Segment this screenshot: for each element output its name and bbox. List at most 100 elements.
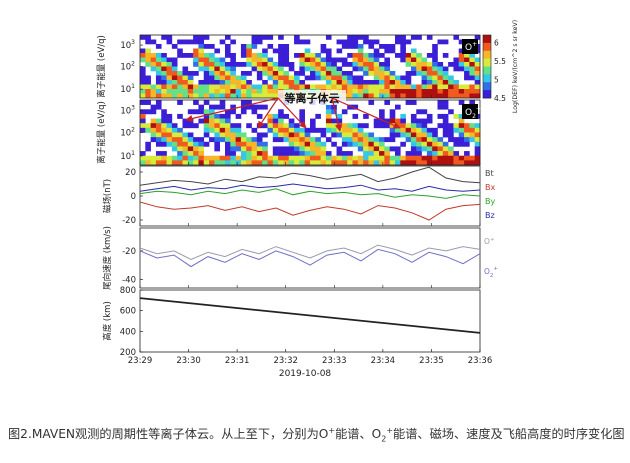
spectrogram-cell xyxy=(187,137,194,143)
spectrogram-cell xyxy=(310,71,316,76)
spectrogram-cell xyxy=(405,57,412,63)
spectrogram-cell xyxy=(325,53,332,58)
spectrogram-cell xyxy=(352,123,359,129)
spectrogram-cell xyxy=(310,84,316,90)
spectrogram-cell xyxy=(315,66,321,72)
spectrogram-cell xyxy=(331,118,337,124)
spectrogram-cell xyxy=(310,160,316,166)
spectrogram-cell xyxy=(357,66,364,72)
spectrogram-cell xyxy=(442,123,449,129)
spectrogram-cell xyxy=(341,132,348,138)
spectrogram-cell xyxy=(219,127,226,133)
spectrogram-cell xyxy=(198,109,205,115)
spectrogram-cell xyxy=(299,66,305,72)
spectrogram-cell xyxy=(320,75,327,81)
spectrogram-cell xyxy=(373,53,380,58)
spectrogram-cell xyxy=(187,71,194,76)
spectrogram-cell xyxy=(267,57,274,63)
spectrogram-cell xyxy=(267,84,274,90)
spectrogram-cell xyxy=(214,141,220,147)
spectrogram-cell xyxy=(140,100,146,105)
spectrogram-cell xyxy=(225,84,231,90)
spectrogram-cell xyxy=(283,57,290,63)
spectrogram-cell xyxy=(357,123,364,129)
spectrogram-cell xyxy=(193,48,199,54)
spectrogram-cell xyxy=(474,71,481,76)
y-tick-exponent: 1 xyxy=(131,150,135,157)
spectrogram-cell xyxy=(246,137,252,143)
spectrogram-cell xyxy=(464,62,470,67)
spectrogram-cell xyxy=(389,137,396,143)
spectrogram-cell xyxy=(373,151,380,157)
spectrogram-cell xyxy=(294,151,300,157)
spectrogram-cell xyxy=(209,160,215,166)
spectrogram-cell xyxy=(347,132,353,138)
spectrogram-cell xyxy=(304,132,311,138)
spectrogram-cell xyxy=(219,132,226,138)
spectrogram-cell xyxy=(145,57,151,63)
spectrogram-cell xyxy=(416,155,422,161)
spectrogram-cell xyxy=(405,127,412,133)
spectrogram-cell xyxy=(166,141,173,147)
spectrogram-cell xyxy=(177,141,183,147)
spectrogram-cell xyxy=(421,127,428,133)
spectrogram-cell xyxy=(203,132,210,138)
spectrogram-cell xyxy=(219,93,226,99)
spectrogram-cell xyxy=(225,127,231,133)
spectrogram-cell xyxy=(448,62,454,67)
species-badge-sub: 2 xyxy=(472,113,476,120)
spectrogram-cell xyxy=(203,35,210,40)
spectrogram-cell xyxy=(389,84,396,90)
spectrogram-cell xyxy=(389,44,396,49)
spectrogram-cell xyxy=(325,62,332,67)
spectrogram-cell xyxy=(251,62,258,67)
spectrogram-cell xyxy=(235,80,242,85)
spectrogram-cell xyxy=(347,151,353,157)
spectrogram-cell xyxy=(214,127,220,133)
y-tick-exponent: 3 xyxy=(131,104,135,111)
spectrogram-cell xyxy=(341,109,348,115)
spectrogram-cell xyxy=(219,80,226,85)
spectrogram-cell xyxy=(395,146,401,152)
species-badge-sup: + xyxy=(472,41,477,48)
spectrogram-cell xyxy=(464,84,470,90)
spectrogram-cell xyxy=(310,137,316,143)
spectrogram-cell xyxy=(198,155,205,161)
spectrogram-cell xyxy=(310,75,316,81)
spectrogram-cell xyxy=(320,57,327,63)
spectrogram-cell xyxy=(256,35,263,40)
spectrogram-cell xyxy=(251,35,258,40)
spectrogram-cell xyxy=(219,89,226,94)
spectrogram-cell xyxy=(437,93,444,99)
spectrogram-cell xyxy=(416,66,422,72)
spectrogram-cell xyxy=(166,80,173,85)
series-line-o2plus xyxy=(139,248,481,268)
spectrogram-cell xyxy=(410,66,417,72)
spectrogram-cell xyxy=(432,62,438,67)
spectrogram-cell xyxy=(251,89,258,94)
spectrogram-cell xyxy=(347,35,353,40)
spectrogram-cell xyxy=(177,80,183,85)
spectrogram-cell xyxy=(235,137,242,143)
spectrogram-cell xyxy=(363,53,369,58)
spectrogram-cell xyxy=(416,146,422,152)
spectrogram-cell xyxy=(145,53,151,58)
spectrogram-cell xyxy=(267,66,274,72)
spectrogram-cell xyxy=(304,146,311,152)
colorbar-swatch xyxy=(483,82,491,91)
spectrogram-cell xyxy=(448,155,454,161)
spectrogram-cell xyxy=(240,62,247,67)
spectrogram-cell xyxy=(336,113,343,119)
spectrogram-cell xyxy=(357,93,364,99)
spectrogram-cell xyxy=(384,48,390,54)
spectrogram-cell xyxy=(437,155,444,161)
spectrogram-cell xyxy=(209,84,215,90)
spectrogram-cell xyxy=(256,141,263,147)
spectrogram-cell xyxy=(193,71,199,76)
spectrogram-cell xyxy=(155,127,162,133)
spectrogram-cell xyxy=(171,84,178,90)
spectrogram-cell xyxy=(294,71,300,76)
spectrogram-cell xyxy=(214,132,220,138)
spectrogram-cell xyxy=(373,118,380,124)
